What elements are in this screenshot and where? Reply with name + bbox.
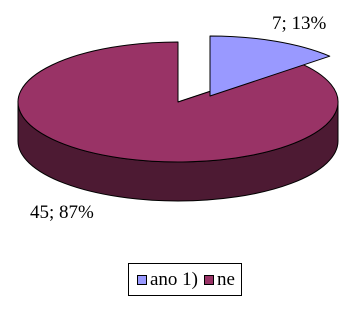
data-label-ne: 45; 87% [30, 202, 94, 223]
pie-slice-ne [17, 41, 339, 163]
legend-item-ne: ne [204, 270, 235, 289]
legend-swatch-ne [204, 274, 215, 285]
pie-slice-ano-1 [209, 35, 331, 97]
legend-item-ano: ano 1) [137, 270, 198, 289]
data-label-ano: 7; 13% [272, 13, 327, 34]
legend-swatch-ano [137, 274, 147, 285]
pie-slices [17, 35, 339, 202]
legend: ano 1) ne [128, 263, 242, 296]
legend-label-ne: ne [217, 269, 235, 290]
legend-label-ano: ano 1) [150, 269, 199, 290]
